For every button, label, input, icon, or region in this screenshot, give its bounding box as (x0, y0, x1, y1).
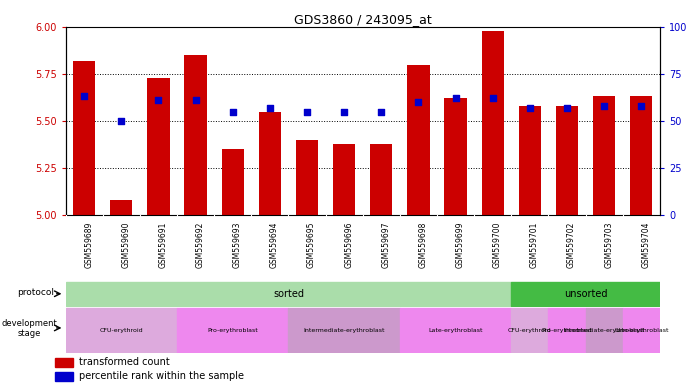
Text: GSM559691: GSM559691 (158, 222, 167, 268)
Text: GSM559693: GSM559693 (233, 222, 242, 268)
Point (598, 103, 609, 109)
Text: GSM559689: GSM559689 (84, 222, 93, 268)
Bar (623, 308, 660, 353)
Bar (585, 308, 623, 353)
Title: GDS3860 / 243095_at: GDS3860 / 243095_at (294, 13, 432, 26)
Bar (370, 144, 392, 215)
Point (190, 97, 201, 103)
Text: GSM559700: GSM559700 (493, 222, 502, 268)
Bar (288, 308, 400, 353)
Text: GSM559690: GSM559690 (122, 222, 131, 268)
Text: percentile rank within the sample: percentile rank within the sample (79, 371, 245, 381)
Point (413, 99, 424, 105)
Text: protocol: protocol (17, 288, 55, 297)
Point (339, 109, 350, 115)
Point (562, 105, 573, 111)
Text: GSM559696: GSM559696 (344, 222, 353, 268)
Bar (593, 96, 615, 215)
Bar (184, 55, 207, 215)
Text: Late-erythroblast: Late-erythroblast (614, 328, 669, 333)
Text: CFU-erythroid: CFU-erythroid (100, 328, 143, 333)
Text: development: development (1, 319, 57, 328)
Bar (333, 144, 355, 215)
Text: Late-erythroblast: Late-erythroblast (428, 328, 483, 333)
Text: GSM559704: GSM559704 (641, 222, 650, 268)
Text: GSM559702: GSM559702 (567, 222, 576, 268)
Bar (55, 358, 73, 367)
Point (116, 118, 127, 124)
Text: stage: stage (18, 329, 41, 338)
Text: GSM559703: GSM559703 (604, 222, 613, 268)
Bar (177, 308, 289, 353)
Point (153, 97, 164, 103)
Bar (519, 106, 541, 215)
Text: CFU-erythroid: CFU-erythroid (508, 328, 551, 333)
Point (487, 95, 498, 101)
Text: GSM559695: GSM559695 (307, 222, 316, 268)
Text: GSM559697: GSM559697 (381, 222, 390, 268)
Text: GSM559698: GSM559698 (419, 222, 428, 268)
Bar (511, 282, 660, 306)
Text: GSM559701: GSM559701 (530, 222, 539, 268)
Bar (444, 98, 466, 215)
Point (524, 105, 536, 111)
Point (265, 105, 276, 111)
Text: sorted: sorted (273, 289, 304, 299)
Point (450, 95, 461, 101)
Point (79, 93, 90, 99)
Text: transformed count: transformed count (79, 358, 170, 367)
Bar (400, 308, 511, 353)
Bar (66, 308, 177, 353)
Bar (258, 112, 281, 215)
Bar (66, 282, 511, 306)
Text: Intermediate-erythroblast: Intermediate-erythroblast (563, 328, 645, 333)
Text: Pro-erythroblast: Pro-erythroblast (542, 328, 592, 333)
Bar (556, 106, 578, 215)
Text: Intermediate-erythroblast: Intermediate-erythroblast (303, 328, 385, 333)
Bar (511, 308, 549, 353)
Text: Pro-erythroblast: Pro-erythroblast (207, 328, 258, 333)
Point (376, 109, 387, 115)
Bar (110, 200, 133, 215)
Text: GSM559699: GSM559699 (455, 222, 464, 268)
Point (227, 109, 238, 115)
Bar (55, 372, 73, 381)
Bar (630, 96, 652, 215)
Bar (296, 140, 318, 215)
Bar (482, 31, 504, 215)
Bar (222, 149, 244, 215)
Bar (549, 308, 586, 353)
Point (301, 109, 312, 115)
Point (636, 103, 647, 109)
Bar (73, 61, 95, 215)
Bar (147, 78, 169, 215)
Text: unsorted: unsorted (564, 289, 607, 299)
Bar (407, 65, 430, 215)
Text: GSM559692: GSM559692 (196, 222, 205, 268)
Text: GSM559694: GSM559694 (270, 222, 279, 268)
